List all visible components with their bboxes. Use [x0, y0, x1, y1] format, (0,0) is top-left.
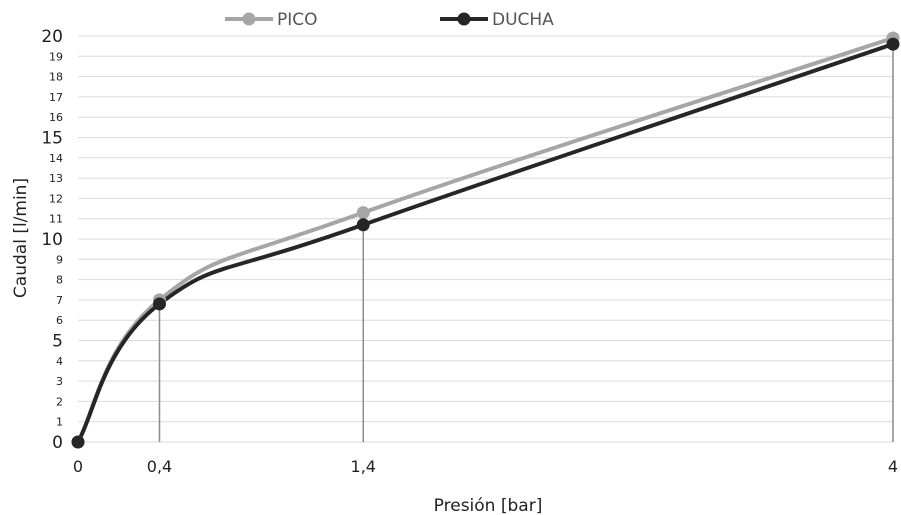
y-tick-label: 11 — [49, 213, 63, 226]
y-tick-label: 15 — [41, 129, 63, 149]
x-tick-labels: 0 0,4 1,4 4 — [73, 457, 898, 476]
x-tick-label: 0 — [73, 457, 83, 476]
y-tick-label: 0 — [52, 433, 63, 453]
y-tick-label: 6 — [56, 314, 63, 327]
data-point-ducha — [886, 37, 900, 51]
gridlines — [78, 35, 893, 443]
legend-marker — [242, 12, 256, 26]
data-point-ducha — [153, 297, 166, 311]
y-tick-label: 3 — [56, 375, 63, 388]
x-axis-title: Presión [bar] — [434, 496, 543, 515]
legend-label: DUCHA — [492, 10, 554, 30]
y-tick-label: 12 — [49, 192, 63, 205]
y-tick-label: 14 — [49, 152, 63, 165]
data-point-ducha — [356, 218, 370, 232]
drop-lines — [158, 38, 894, 442]
legend-marker — [457, 12, 471, 26]
y-tick-label: 4 — [56, 355, 63, 368]
y-tick-label: 20 — [41, 27, 63, 47]
data-point-pico — [356, 206, 370, 220]
x-tick-label: 1,4 — [351, 457, 376, 476]
series-lines — [71, 31, 900, 449]
y-tick-label: 8 — [56, 274, 63, 287]
series-line-ducha — [76, 42, 895, 444]
y-tick-label: 16 — [49, 111, 63, 124]
legend-label: PICO — [277, 10, 318, 30]
legend: PICO DUCHA — [225, 10, 554, 30]
data-point-ducha — [71, 435, 85, 449]
y-tick-label: 13 — [49, 172, 63, 185]
y-tick-label: 5 — [52, 332, 63, 352]
y-tick-label: 18 — [49, 71, 63, 84]
x-tick-label: 4 — [888, 457, 898, 476]
y-tick-label: 9 — [56, 253, 63, 266]
x-tick-label: 0,4 — [147, 457, 172, 476]
y-tick-label: 10 — [41, 230, 63, 250]
y-tick-label: 1 — [56, 416, 63, 429]
y-axis-title: Caudal [l/min] — [11, 178, 31, 298]
y-tick-label: 19 — [49, 50, 63, 63]
y-tick-label: 2 — [56, 395, 63, 408]
y-tick-label: 17 — [49, 91, 63, 104]
y-tick-label: 7 — [56, 294, 63, 307]
